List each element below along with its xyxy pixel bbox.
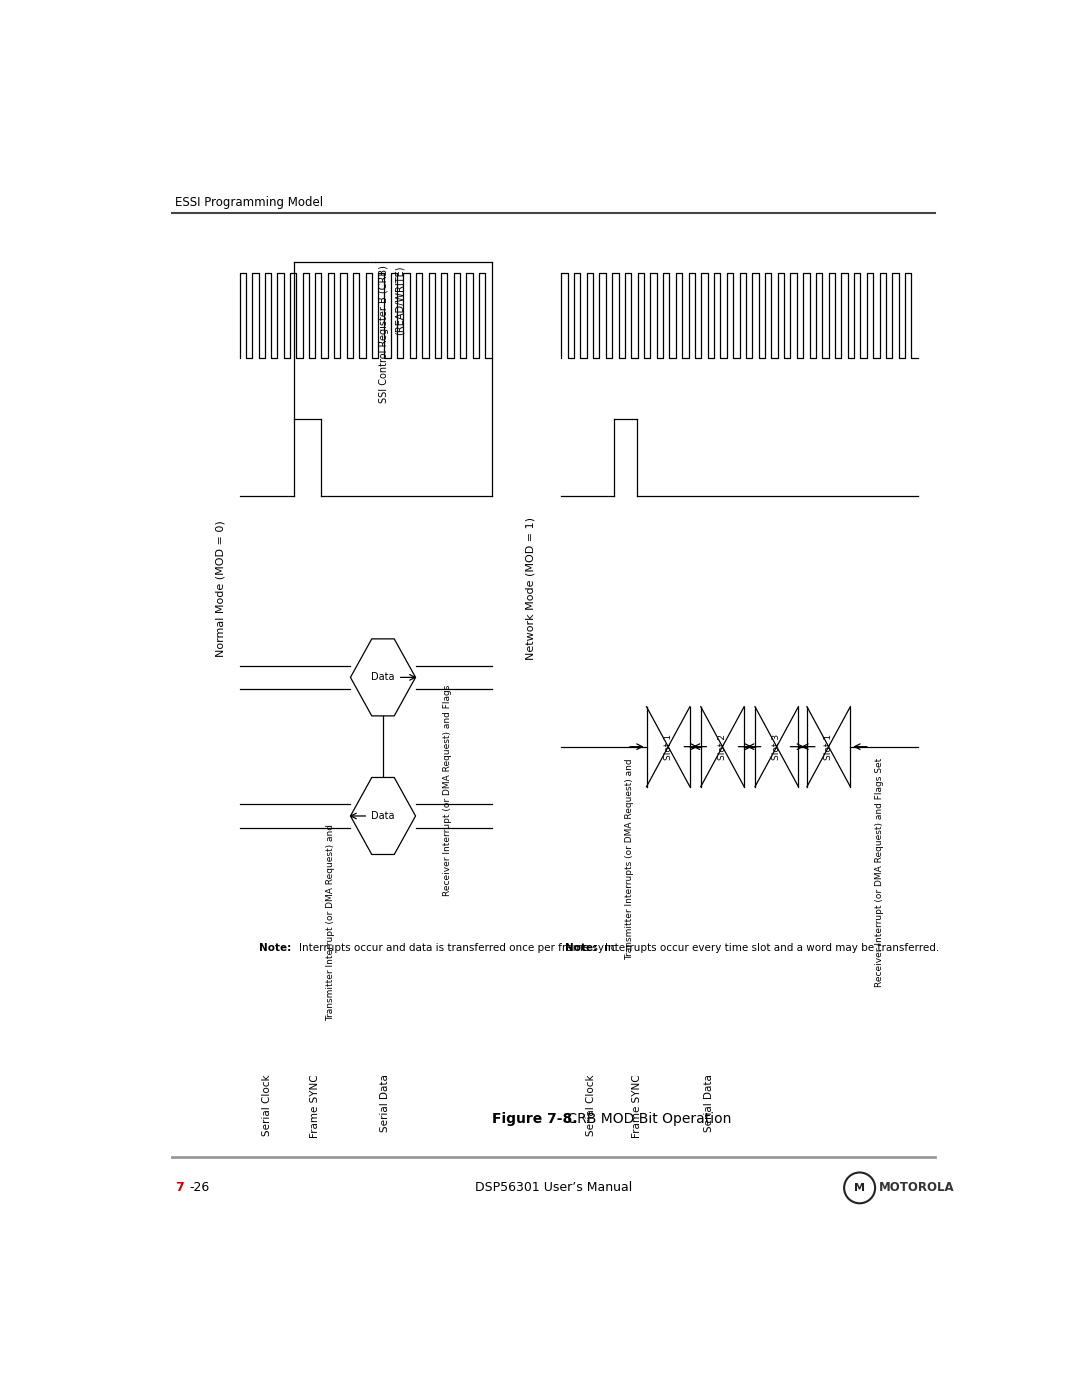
Text: Data: Data <box>372 812 395 821</box>
Text: Slot 2: Slot 2 <box>718 733 727 760</box>
Polygon shape <box>350 778 416 855</box>
Text: SSI Control Register B (CRB): SSI Control Register B (CRB) <box>379 265 389 404</box>
Text: (READ/WRITE): (READ/WRITE) <box>394 265 405 335</box>
Text: Serial Data: Serial Data <box>703 1074 714 1132</box>
Text: Note:: Note: <box>259 943 292 953</box>
Text: Transmitter Interrupts (or DMA Request) and: Transmitter Interrupts (or DMA Request) … <box>625 759 634 960</box>
Text: M: M <box>854 1183 865 1193</box>
Text: Serial Data: Serial Data <box>379 1074 390 1132</box>
Text: 7: 7 <box>175 1182 184 1194</box>
Text: Data: Data <box>372 672 395 682</box>
Text: Receiver Interrupt (or DMA Request) and Flags: Receiver Interrupt (or DMA Request) and … <box>443 685 451 897</box>
Text: Slot 3: Slot 3 <box>772 733 781 760</box>
Text: Interrupts occur every time slot and a word may be transferred.: Interrupts occur every time slot and a w… <box>606 943 940 953</box>
Text: Serial Clock: Serial Clock <box>261 1074 272 1136</box>
Text: -26: -26 <box>189 1182 210 1194</box>
Text: ESSI Programming Model: ESSI Programming Model <box>175 196 323 210</box>
Text: Note:: Note: <box>565 943 597 953</box>
Text: Normal Mode (MOD = 0): Normal Mode (MOD = 0) <box>215 521 226 657</box>
Text: Frame SYNC: Frame SYNC <box>310 1074 320 1137</box>
Polygon shape <box>350 638 416 715</box>
Text: Frame SYNC: Frame SYNC <box>632 1074 643 1137</box>
Text: CRB MOD Bit Operation: CRB MOD Bit Operation <box>563 1112 731 1126</box>
Text: Slot 1: Slot 1 <box>664 733 673 760</box>
Text: Slot 1: Slot 1 <box>824 733 833 760</box>
Text: DSP56301 User’s Manual: DSP56301 User’s Manual <box>475 1182 632 1194</box>
Text: Receiver Interrupt (or DMA Request) and Flags Set: Receiver Interrupt (or DMA Request) and … <box>875 759 885 988</box>
Text: Transmitter Interrupt (or DMA Request) and: Transmitter Interrupt (or DMA Request) a… <box>326 824 335 1021</box>
Text: Serial Clock: Serial Clock <box>585 1074 596 1136</box>
Text: Network Mode (MOD = 1): Network Mode (MOD = 1) <box>525 517 536 661</box>
Text: Figure 7-8.: Figure 7-8. <box>491 1112 577 1126</box>
Text: Interrupts occur and data is transferred once per frame sync.: Interrupts occur and data is transferred… <box>299 943 620 953</box>
Text: MOTOROLA: MOTOROLA <box>879 1182 955 1194</box>
